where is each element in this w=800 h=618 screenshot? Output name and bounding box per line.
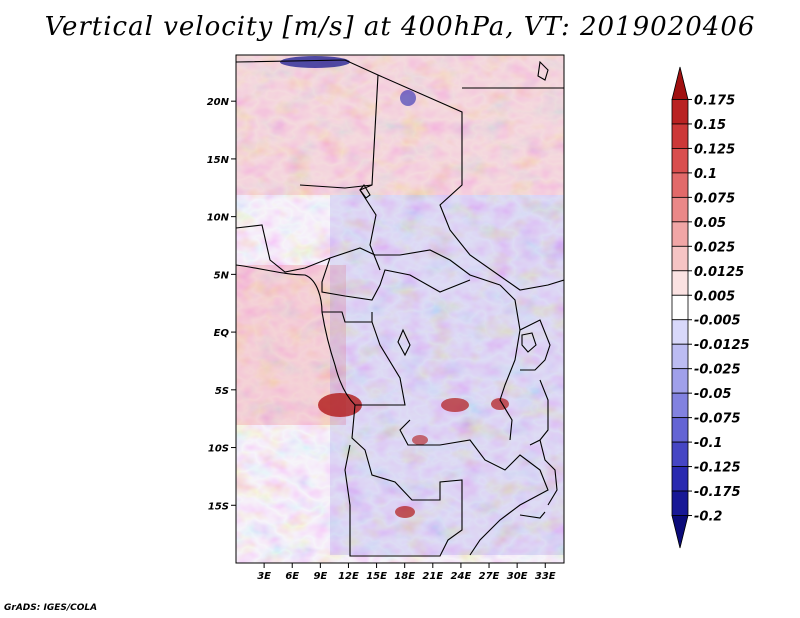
lat-axis: 20N 15N 10N 5N EQ 5S 10S 15S bbox=[207, 97, 236, 512]
colorbar-swatch bbox=[671, 172, 689, 198]
lon-tick-label: 15E bbox=[366, 571, 387, 582]
colorbar-label: -0.2 bbox=[694, 510, 722, 525]
lat-tick-label: 15S bbox=[208, 501, 229, 512]
colorbar-label: 0.125 bbox=[694, 142, 735, 157]
colorbar-swatch bbox=[671, 66, 689, 100]
colorbar-swatch bbox=[671, 417, 689, 443]
lon-tick-label: 27E bbox=[479, 571, 500, 582]
lat-tick-label: 5N bbox=[214, 270, 230, 281]
lon-tick-label: 6E bbox=[285, 571, 299, 582]
chart-title: Vertical velocity [m/s] at 400hPa, VT: 2… bbox=[44, 12, 756, 42]
colorbar-swatch bbox=[671, 368, 689, 394]
lon-tick-label: 30E bbox=[507, 571, 528, 582]
lat-tick-label: 10N bbox=[207, 213, 230, 224]
colorbar-label: 0.025 bbox=[694, 240, 735, 255]
colorbar-label: 0.175 bbox=[694, 93, 735, 108]
colorbar-swatch bbox=[671, 466, 689, 492]
lat-tick-label: 20N bbox=[207, 97, 230, 108]
lat-tick-label: 15N bbox=[207, 155, 230, 166]
lon-tick-label: 21E bbox=[422, 571, 443, 582]
colorbar-label: 0.1 bbox=[694, 167, 717, 182]
colorbar-swatch bbox=[671, 270, 689, 296]
colorbar-label: 0.075 bbox=[694, 191, 735, 206]
colorbar-label: 0.05 bbox=[694, 216, 726, 231]
colorbar-label: -0.125 bbox=[694, 461, 741, 476]
colorbar-swatch bbox=[671, 392, 689, 419]
colorbar-swatch bbox=[671, 441, 689, 467]
lon-tick-label: 9E bbox=[313, 571, 327, 582]
colorbar-label: -0.025 bbox=[694, 363, 741, 378]
map-frame bbox=[235, 54, 565, 564]
country-borders bbox=[236, 59, 564, 557]
colorbar-swatch bbox=[671, 221, 689, 247]
lat-tick-label: 10S bbox=[208, 444, 229, 455]
colorbar-swatch bbox=[671, 148, 689, 174]
colorbar-swatch bbox=[671, 123, 689, 149]
lon-tick-label: 33E bbox=[535, 571, 556, 582]
lat-tick-label: EQ bbox=[214, 328, 230, 339]
colorbar-label: 0.0125 bbox=[694, 265, 744, 280]
colorbar-label: -0.0125 bbox=[694, 338, 750, 353]
lon-tick-label: 12E bbox=[338, 571, 359, 582]
colorbar-swatch bbox=[671, 490, 689, 516]
lon-tick-label: 24E bbox=[451, 571, 472, 582]
grads-credit: GrADS: IGES/COLA bbox=[4, 603, 98, 613]
colorbar-swatch bbox=[671, 343, 689, 370]
colorbar-label: -0.05 bbox=[694, 387, 731, 402]
colorbar-swatch bbox=[671, 294, 689, 321]
lon-tick-label: 3E bbox=[257, 571, 271, 582]
colorbar-swatch bbox=[671, 245, 689, 272]
colorbar-label: -0.175 bbox=[694, 485, 741, 500]
colorbar-swatch bbox=[671, 319, 689, 345]
colorbar-label: -0.075 bbox=[694, 412, 741, 427]
colorbar-label: -0.1 bbox=[694, 436, 722, 451]
lon-tick-label: 18E bbox=[394, 571, 415, 582]
colorbar-swatch bbox=[671, 99, 689, 125]
colorbar-swatch bbox=[671, 515, 689, 549]
colorbar-label: 0.15 bbox=[694, 118, 726, 133]
colorbar: 0.175 0.15 0.125 0.1 0.075 0.05 0.025 0.0125 0.0… bbox=[671, 66, 750, 549]
lat-tick-label: 5S bbox=[215, 386, 229, 397]
colorbar-swatch bbox=[671, 196, 689, 223]
lon-axis: 3E 6E 9E 12E 15E 18E 21E 24E 27E 30E 33E bbox=[257, 563, 556, 582]
colorbar-label: -0.005 bbox=[694, 314, 741, 329]
colorbar-label: 0.005 bbox=[694, 289, 735, 304]
velocity-field bbox=[236, 55, 564, 563]
